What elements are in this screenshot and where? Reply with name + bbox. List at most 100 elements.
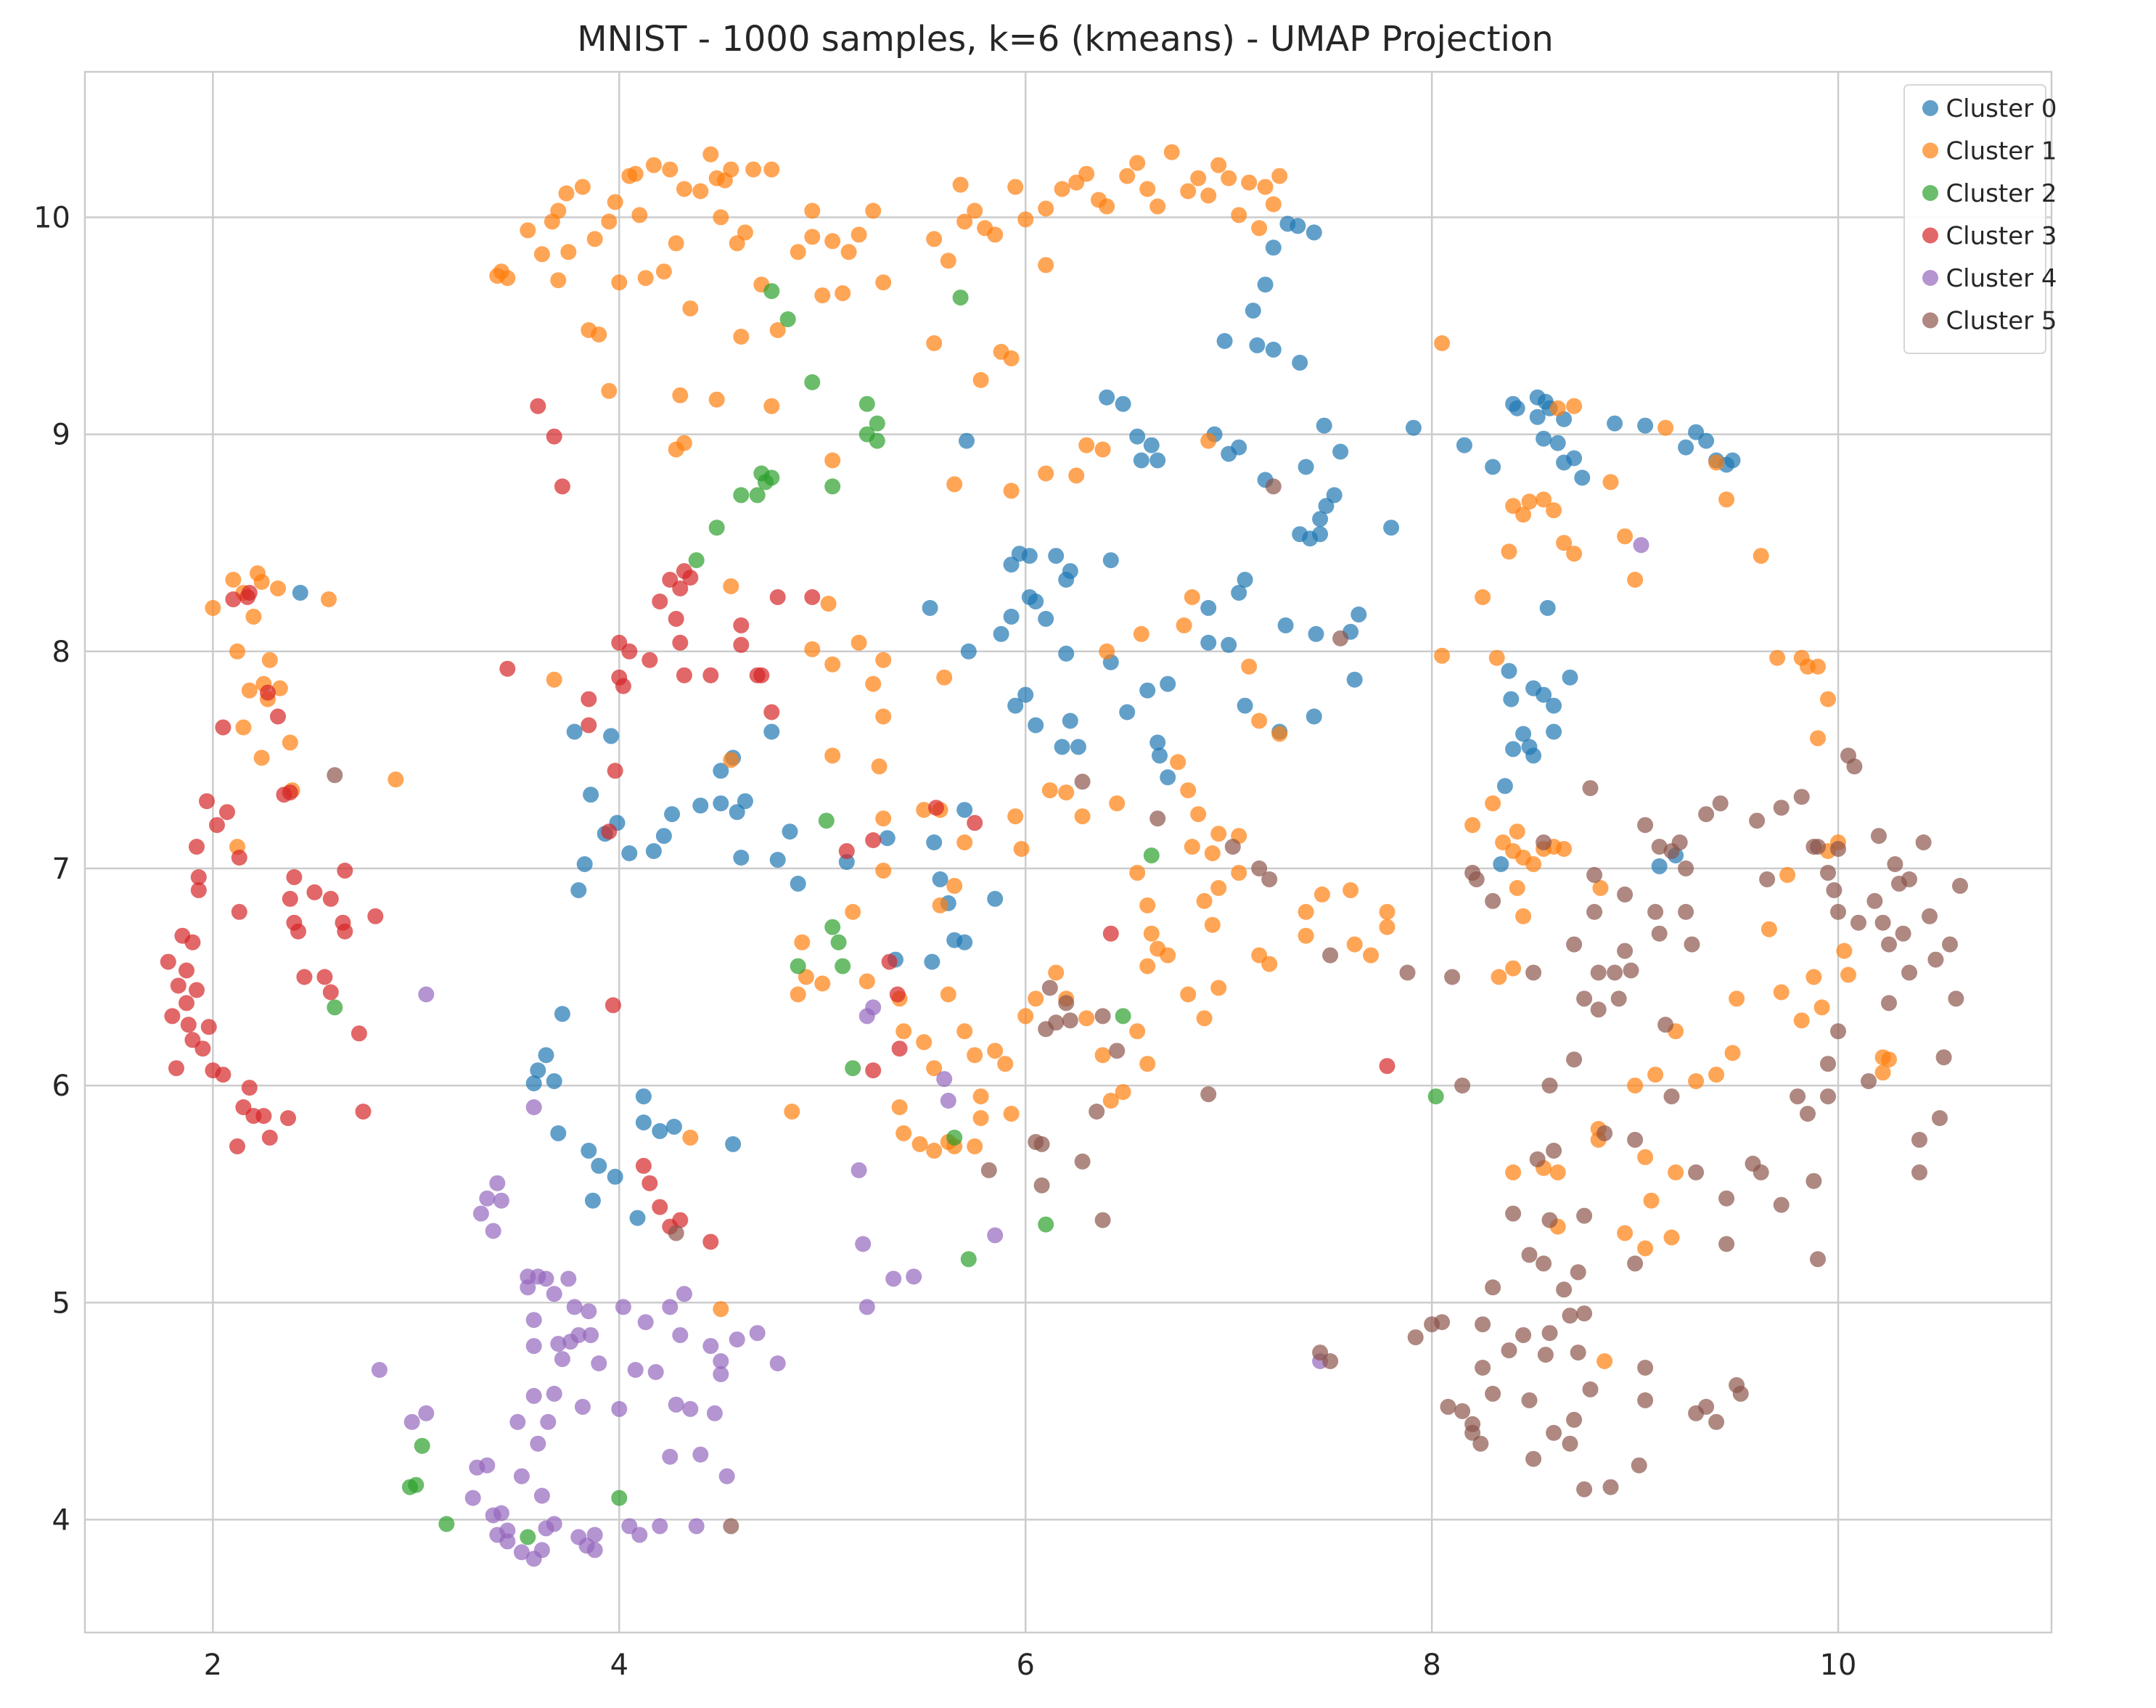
data-point [1541,1325,1558,1342]
legend-label: Cluster 4 [1946,264,2057,293]
data-point [1582,1381,1599,1397]
data-point [282,890,298,907]
data-point [692,1446,709,1463]
data-point [1038,257,1054,274]
data-point [1261,871,1278,887]
data-point [1231,439,1247,456]
data-point [932,897,948,913]
data-point [261,1129,278,1146]
data-point [1119,168,1136,184]
data-point [584,1192,601,1209]
data-point [1007,697,1024,714]
data-point [1493,856,1509,872]
data-point [702,1233,719,1250]
data-point [672,1327,689,1344]
x-tick-label: 2 [204,1649,222,1682]
data-point [1556,1281,1573,1298]
data-point [351,1025,367,1042]
data-point [499,1533,516,1550]
data-point [1160,769,1176,786]
data-point [1322,947,1339,964]
data-point [292,585,308,601]
data-point [1245,303,1261,319]
data-point [1663,1229,1680,1246]
data-point [327,767,343,784]
data-point [1464,817,1481,834]
data-point [1871,828,1887,845]
data-point [321,591,337,607]
data-point [672,1212,689,1228]
data-point [1810,730,1826,747]
data-point [1298,927,1314,944]
data-point [1927,951,1944,968]
data-point [1732,1385,1749,1402]
data-point [926,834,943,850]
data-point [804,589,821,605]
data-point [189,839,205,855]
data-point [676,181,692,197]
data-point [1184,839,1200,855]
data-point [889,986,906,1003]
data-point [1152,747,1168,764]
data-point [804,202,821,219]
data-point [546,428,562,445]
data-point [1407,1329,1424,1346]
data-point [581,717,597,734]
data-point [1525,964,1542,981]
data-point [1846,758,1863,775]
data-point [956,802,973,818]
data-point [1332,630,1349,646]
data-point [1637,1240,1654,1257]
data-point [1718,1190,1735,1207]
data-point [1265,478,1282,495]
data-point [1241,174,1258,191]
data-point [574,1398,591,1415]
data-point [1631,1457,1647,1474]
data-point [1271,168,1288,184]
data-points [160,144,1968,1567]
data-point [546,1385,562,1402]
data-point [1078,165,1095,182]
data-point [804,229,821,245]
x-axis-ticks: 2 4 6 8 10 [204,1649,1857,1682]
data-point [1454,1403,1471,1419]
data-point [668,1396,684,1413]
data-point [1509,879,1525,896]
data-point [1729,990,1745,1007]
data-point [956,213,973,230]
data-point [871,758,888,775]
data-point [855,1236,872,1252]
data-point [763,704,780,720]
data-point [769,1355,786,1371]
data-point [782,824,798,840]
data-point [664,806,681,823]
data-point [472,1205,489,1222]
data-point [1576,1481,1593,1498]
data-point [895,1023,912,1040]
data-point [1196,1010,1213,1027]
data-point [1343,882,1359,898]
data-point [1308,625,1324,642]
data-point [1753,1164,1769,1181]
data-point [1836,943,1853,959]
data-point [1617,886,1634,903]
series-cluster-3 [160,398,1395,1250]
data-point [926,231,943,247]
data-point [627,165,644,182]
data-point [533,1487,550,1504]
y-tick-label: 9 [52,419,70,452]
data-point [493,1505,509,1522]
data-point [229,1138,245,1154]
data-point [1200,634,1217,651]
data-point [713,1366,729,1382]
data-point [869,432,885,449]
data-point [1102,1093,1119,1109]
data-point [554,1351,570,1368]
data-point [179,995,194,1011]
data-point [1149,198,1166,215]
data-point [1491,969,1507,985]
data-point [1139,682,1156,699]
data-point [1724,452,1741,469]
data-point [1537,1347,1554,1363]
